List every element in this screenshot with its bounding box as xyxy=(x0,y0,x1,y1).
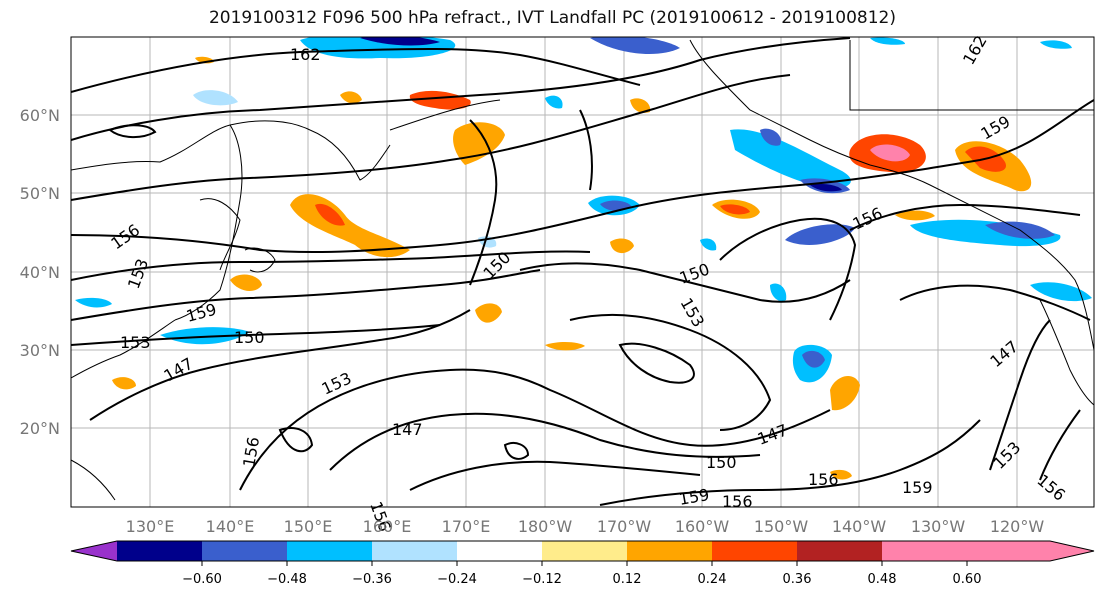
lon-label: 140°E xyxy=(206,517,255,536)
lon-label: 150°E xyxy=(284,517,333,536)
contour-label: 159 xyxy=(902,478,933,497)
colorbar-segment xyxy=(202,541,287,561)
colorbar-tick-label: −0.24 xyxy=(437,572,477,587)
colorbar-tick-label: −0.12 xyxy=(522,572,562,587)
lon-label: 170°W xyxy=(597,517,652,536)
lon-label: 120°W xyxy=(990,517,1045,536)
colorbar-segment xyxy=(712,541,797,561)
contour-label: 150 xyxy=(706,453,737,472)
colorbar-tick-label: 0.48 xyxy=(868,572,897,587)
colorbar-segment xyxy=(627,541,712,561)
contour-label: 147 xyxy=(392,420,423,439)
plot-border xyxy=(70,36,1095,508)
colorbar-segment xyxy=(797,541,882,561)
negative-shading xyxy=(75,37,1092,383)
lat-label: 20°N xyxy=(20,419,60,438)
map-title: 2019100312 F096 500 hPa refract., IVT La… xyxy=(208,8,896,28)
lon-label: 170°E xyxy=(442,517,491,536)
colorbar-segment xyxy=(372,541,457,561)
colorbar-tick-label: 0.36 xyxy=(783,572,812,587)
colorbar-segment xyxy=(457,541,542,561)
lat-label: 30°N xyxy=(20,341,60,360)
lon-label: 130°W xyxy=(911,517,966,536)
colorbar-tick-label: 0.24 xyxy=(698,572,727,587)
lon-label: 150°W xyxy=(754,517,809,536)
lat-label: 60°N xyxy=(20,106,60,125)
refractivity-contours xyxy=(71,37,1094,506)
lat-label: 40°N xyxy=(20,263,60,282)
colorbar-extend-high xyxy=(882,541,1094,561)
colorbar-tick-label: −0.48 xyxy=(267,572,307,587)
colorbar-tick-label: −0.60 xyxy=(182,572,222,587)
colorbar-tick-label: −0.36 xyxy=(352,572,392,587)
contour-label: 150 xyxy=(234,328,265,347)
positive-shading xyxy=(112,56,1032,480)
contour-label: 162 xyxy=(290,45,321,64)
contour-label: 156 xyxy=(808,470,839,489)
colorbar-tick-label: 0.12 xyxy=(613,572,642,587)
colorbar-segment xyxy=(542,541,627,561)
colorbar-tick-label: 0.60 xyxy=(953,572,982,587)
lat-label: 50°N xyxy=(20,184,60,203)
colorbar-segment xyxy=(287,541,372,561)
latitude-labels: 60°N 50°N 40°N 30°N 20°N xyxy=(20,106,60,438)
lon-label: 140°W xyxy=(832,517,887,536)
coastlines xyxy=(71,39,1094,501)
colorbar-outline xyxy=(70,540,1095,562)
colorbar-segment xyxy=(117,541,202,561)
colorbar-extend-low xyxy=(71,541,117,561)
lon-label: 160°W xyxy=(675,517,730,536)
longitude-labels: 130°E 140°E 150°E 160°E 170°E 180°W 170°… xyxy=(126,517,1045,536)
contour-label: 156 xyxy=(722,492,753,511)
lon-label: 180°W xyxy=(518,517,573,536)
colorbar: −0.60 −0.48 −0.36 −0.24 −0.12 0.12 0.24 … xyxy=(70,540,1095,587)
colorbar-ticks xyxy=(201,561,968,566)
contour-label: 153 xyxy=(120,333,151,352)
lon-label: 160°E xyxy=(363,517,412,536)
lon-label: 130°E xyxy=(126,517,175,536)
